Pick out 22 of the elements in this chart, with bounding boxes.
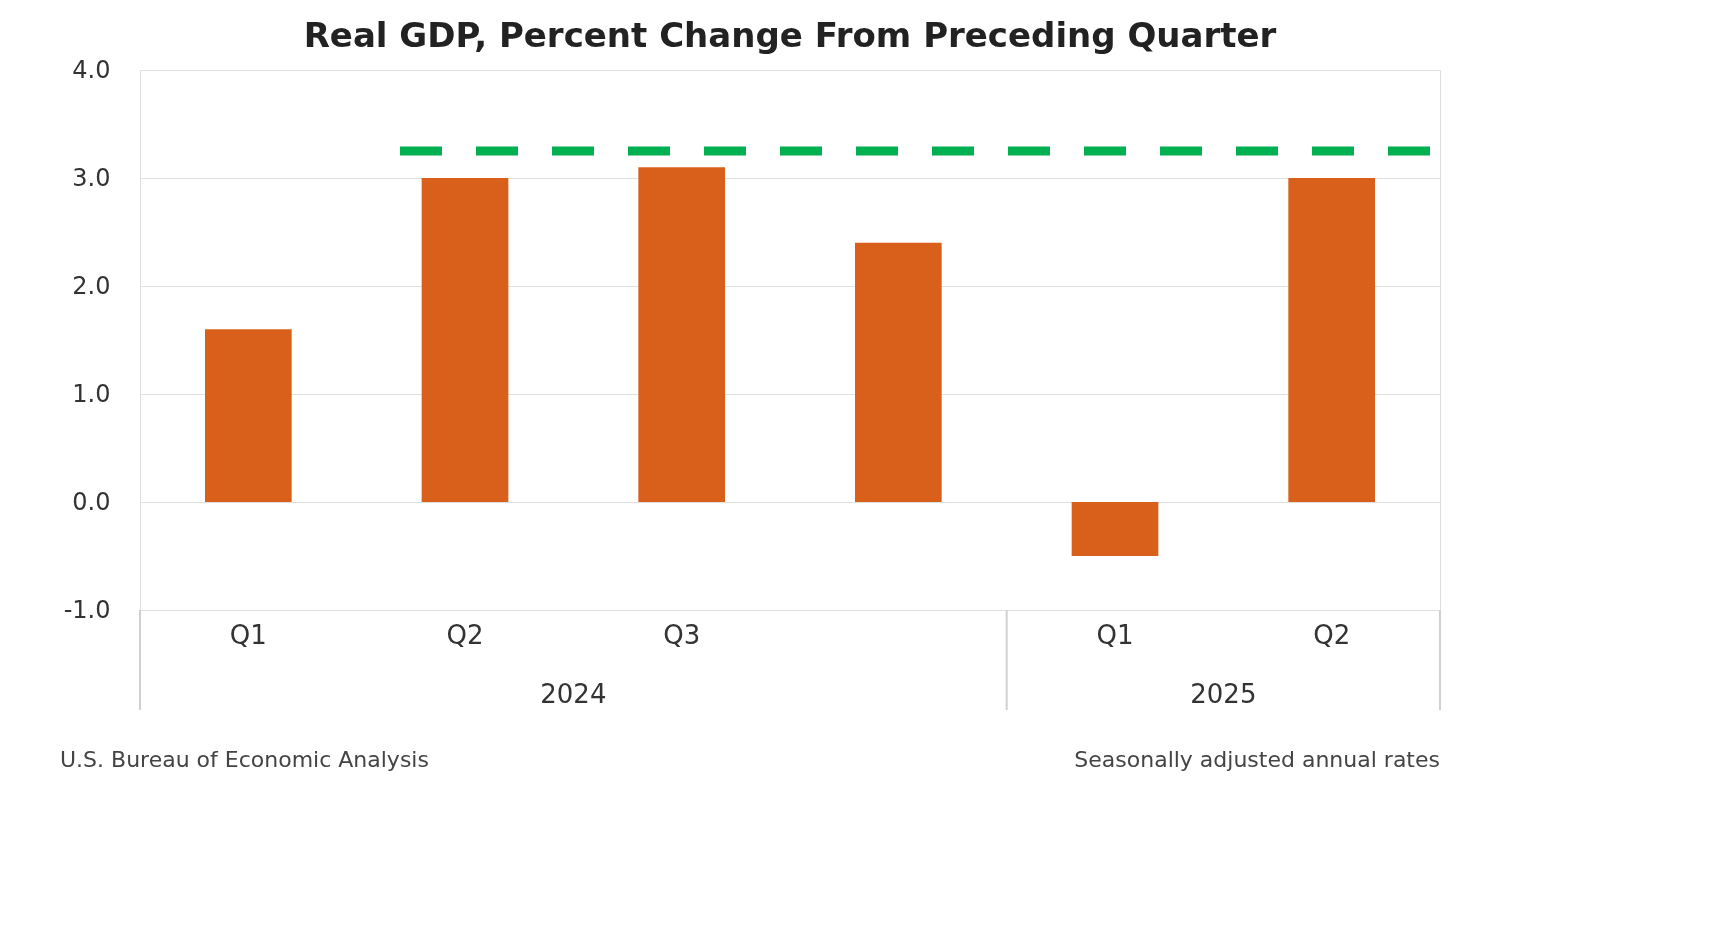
x-tick-label: Q1 <box>229 619 267 650</box>
y-tick-label: 4.0 <box>72 55 111 84</box>
chart-title: Real GDP, Percent Change From Preceding Quarter <box>303 15 1277 55</box>
bar <box>1288 178 1375 502</box>
y-tick-label: 0.0 <box>72 487 111 516</box>
bar <box>421 178 509 502</box>
text: Seasonally adjusted annual rates <box>1074 747 1440 772</box>
y-tick-label: -1.0 <box>63 595 111 624</box>
text: 2025 <box>1190 679 1257 709</box>
text: U.S. Bureau of Economic Analysis <box>60 747 429 772</box>
x-tick-label: Q2 <box>446 619 484 650</box>
text: 2024 <box>540 679 607 709</box>
x-tick-label: Q3 <box>663 619 701 650</box>
bar <box>1071 502 1159 556</box>
y-tick-label: 3.0 <box>72 163 111 192</box>
y-tick-label: 2.0 <box>72 271 111 300</box>
x-tick-label: Q1 <box>1096 619 1134 650</box>
x-tick-label: Q2 <box>1313 619 1351 650</box>
bar <box>638 167 725 502</box>
bar <box>205 329 292 502</box>
y-tick-label: 1.0 <box>72 379 111 408</box>
bar <box>855 242 942 502</box>
